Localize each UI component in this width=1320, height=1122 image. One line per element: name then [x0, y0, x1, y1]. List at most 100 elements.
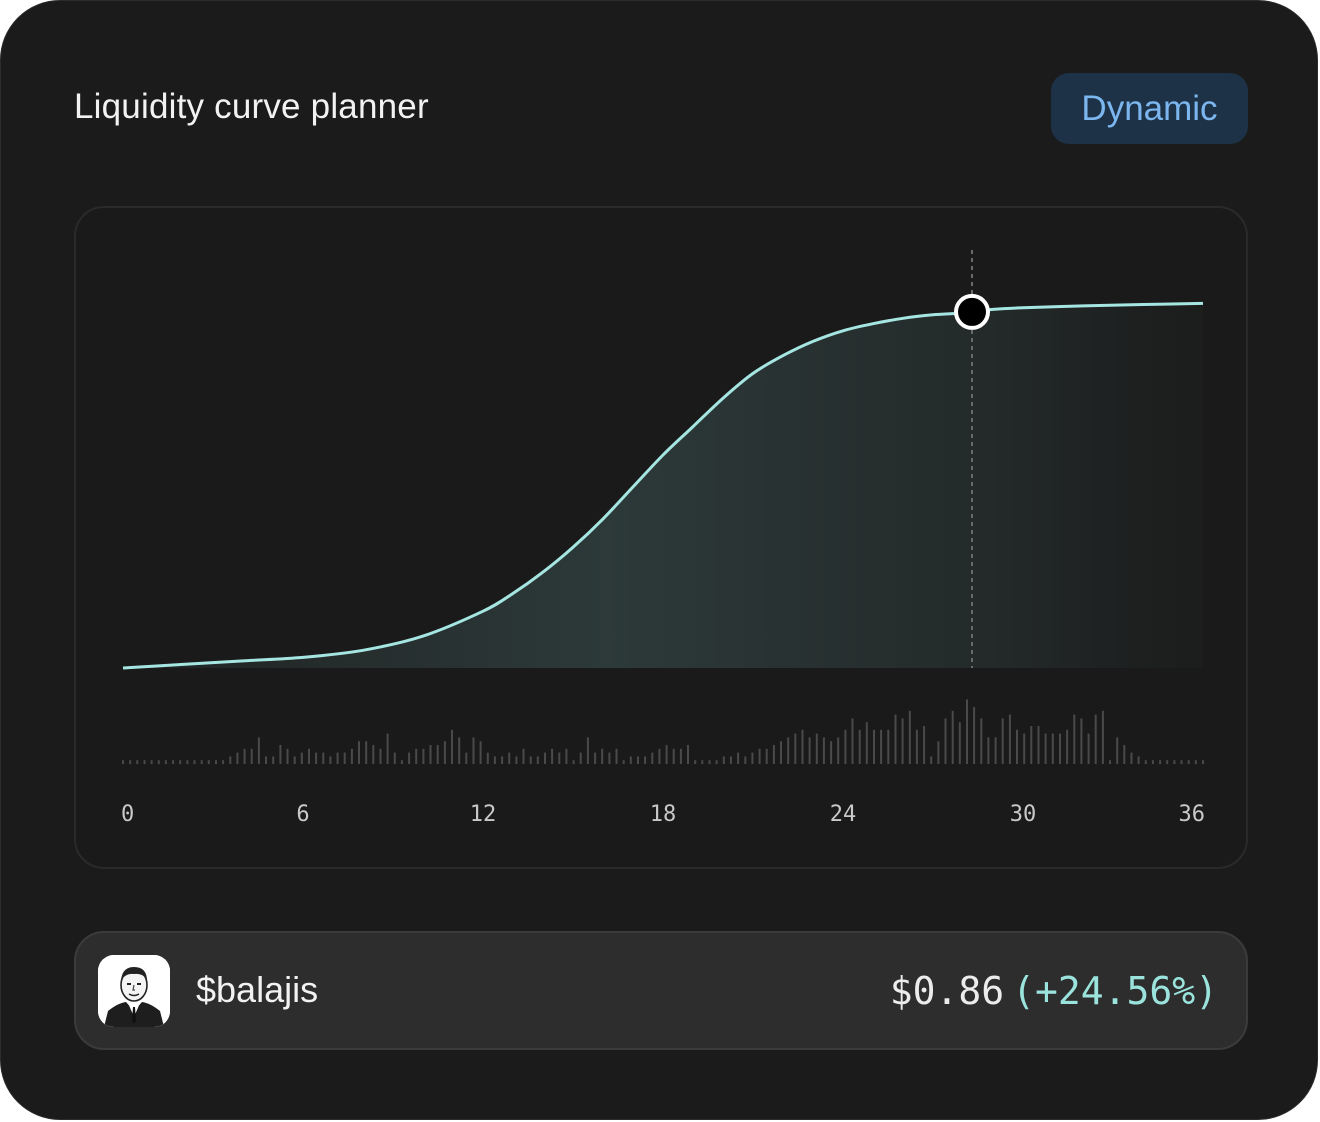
volume-bar — [679, 748, 682, 764]
volume-bar — [658, 748, 661, 764]
volume-bar — [1137, 756, 1140, 764]
volume-bar — [1187, 760, 1190, 764]
volume-bar — [286, 748, 289, 764]
volume-bar — [329, 756, 332, 764]
volume-bar — [400, 760, 403, 764]
volume-bar — [1151, 760, 1154, 764]
x-tick-label: 12 — [470, 802, 497, 827]
volume-bar — [315, 752, 318, 764]
volume-bar — [465, 752, 468, 764]
volume-bar — [372, 745, 375, 764]
volume-bar — [951, 710, 954, 764]
volume-bar — [780, 741, 782, 764]
curve-area — [123, 303, 1203, 668]
volume-bar — [622, 760, 625, 764]
volume-bar — [744, 756, 747, 764]
volume-bar — [901, 718, 904, 764]
volume-bar — [887, 729, 890, 764]
volume-bar — [572, 760, 575, 764]
volume-bar — [772, 745, 775, 764]
volume-bar — [737, 752, 740, 764]
volume-bar — [200, 760, 203, 764]
volume-bar — [601, 748, 604, 764]
volume-bar — [408, 752, 411, 764]
volume-bar — [386, 733, 389, 764]
volume-bar — [279, 745, 282, 764]
token-price: $0.86 — [889, 969, 1005, 1013]
volume-bar — [479, 741, 482, 764]
volume-bar — [637, 756, 639, 764]
volume-bar — [558, 752, 561, 764]
volume-bar — [722, 756, 725, 764]
token-symbol: $balajis — [196, 969, 319, 1010]
volume-bar — [1066, 729, 1069, 764]
volume-bar — [758, 748, 761, 764]
volume-bar — [193, 760, 196, 764]
volume-bar — [308, 748, 310, 764]
volume-bar — [1016, 729, 1018, 764]
volume-bar — [222, 760, 225, 764]
volume-bar — [1023, 733, 1026, 764]
volume-bar — [1087, 733, 1090, 764]
volume-bar — [586, 737, 589, 764]
volume-bar — [830, 741, 833, 764]
volume-bar — [665, 745, 668, 764]
volume-bar — [1159, 760, 1162, 764]
volume-bar — [694, 760, 697, 764]
volume-bar — [1130, 752, 1133, 764]
volume-bar — [687, 745, 689, 764]
curve-chart[interactable]: 0 6 12 18 24 30 36 — [76, 208, 1246, 867]
volume-bar — [1194, 760, 1197, 764]
volume-bar — [493, 756, 496, 764]
volume-bar — [865, 722, 868, 764]
volume-bar — [1080, 718, 1083, 764]
dynamic-mode-badge[interactable]: Dynamic — [1051, 73, 1248, 144]
volume-bar — [873, 729, 875, 764]
volume-bar — [179, 760, 182, 764]
volume-bar — [129, 760, 132, 764]
volume-bar — [122, 760, 124, 764]
volume-bar — [1109, 760, 1111, 764]
volume-bar — [1030, 726, 1033, 764]
volume-bar — [379, 748, 382, 764]
volume-bar — [429, 745, 432, 764]
volume-bar — [765, 748, 768, 764]
volume-bar — [880, 729, 883, 764]
volume-bar — [229, 756, 232, 764]
volume-bar — [1051, 733, 1054, 764]
volume-bar — [250, 748, 253, 764]
volume-bar — [923, 726, 926, 764]
volume-bar — [207, 760, 210, 764]
volume-bar — [415, 748, 418, 764]
volume-bar — [164, 760, 167, 764]
volume-bar — [1173, 760, 1176, 764]
volume-bar — [1073, 714, 1076, 764]
volume-bar — [157, 760, 160, 764]
volume-bar — [365, 741, 368, 764]
volume-bar — [1180, 760, 1183, 764]
volume-bar — [844, 729, 847, 764]
volume-bar — [136, 760, 139, 764]
volume-bar — [1101, 710, 1104, 764]
volume-bar — [265, 756, 267, 764]
volume-bar — [980, 718, 983, 764]
volume-bar — [994, 737, 997, 764]
volume-bar — [422, 748, 425, 764]
volume-bar — [629, 756, 632, 764]
curve-drag-handle[interactable] — [954, 293, 990, 330]
volume-bar — [815, 733, 818, 764]
volume-bar — [215, 760, 217, 764]
token-row[interactable]: $balajis $0.86 (+24.56%) — [74, 931, 1248, 1050]
volume-bar — [973, 707, 976, 764]
portrait-icon — [98, 955, 170, 1027]
volume-bar — [436, 745, 439, 764]
volume-bar — [551, 748, 554, 764]
volume-bar — [350, 748, 353, 764]
volume-bar — [1166, 760, 1169, 764]
volume-bar — [293, 756, 296, 764]
volume-bar — [822, 737, 825, 764]
volume-bar — [608, 752, 611, 764]
volume-bar — [544, 752, 546, 764]
volume-bar — [186, 760, 189, 764]
